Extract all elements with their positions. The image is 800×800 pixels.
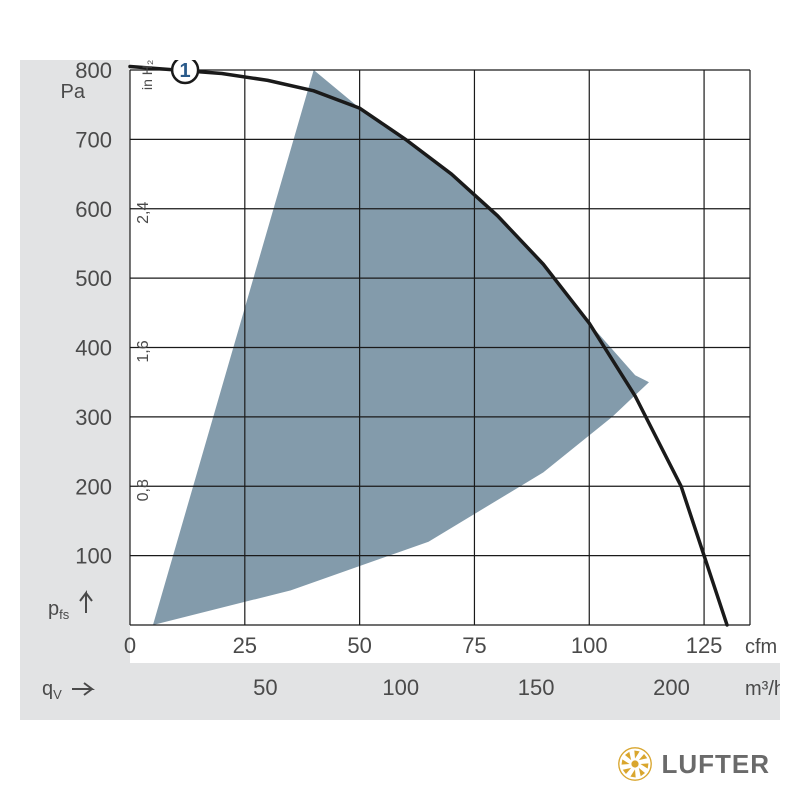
svg-text:0: 0 — [124, 633, 136, 658]
fan-curve-chart: 100200300400500600700800Papfsin H₂O0,81,… — [20, 60, 780, 720]
svg-text:700: 700 — [75, 127, 112, 152]
svg-text:75: 75 — [462, 633, 486, 658]
fan-icon — [617, 746, 653, 782]
svg-text:400: 400 — [75, 336, 112, 361]
svg-text:500: 500 — [75, 266, 112, 291]
svg-text:200: 200 — [75, 474, 112, 499]
svg-text:800: 800 — [75, 60, 112, 83]
svg-text:in H₂O: in H₂O — [139, 60, 155, 90]
svg-text:cfm: cfm — [745, 636, 777, 658]
svg-text:1,6: 1,6 — [135, 340, 152, 362]
svg-text:2,4: 2,4 — [135, 202, 152, 224]
svg-text:125: 125 — [686, 633, 723, 658]
svg-text:100: 100 — [571, 633, 608, 658]
svg-text:200: 200 — [653, 675, 690, 700]
svg-text:150: 150 — [518, 675, 555, 700]
brand-name: LUFTER — [661, 749, 770, 780]
brand-logo: LUFTER — [617, 746, 770, 782]
svg-text:100: 100 — [382, 675, 419, 700]
svg-text:100: 100 — [75, 544, 112, 569]
svg-text:50: 50 — [347, 633, 371, 658]
svg-text:300: 300 — [75, 405, 112, 430]
chart-svg: 100200300400500600700800Papfsin H₂O0,81,… — [20, 60, 780, 720]
svg-text:Pa: Pa — [61, 81, 86, 103]
svg-text:50: 50 — [253, 675, 277, 700]
svg-text:25: 25 — [233, 633, 257, 658]
svg-text:m³/h: m³/h — [745, 678, 780, 700]
svg-text:0,8: 0,8 — [135, 479, 152, 501]
svg-text:1: 1 — [180, 60, 191, 82]
svg-text:600: 600 — [75, 197, 112, 222]
